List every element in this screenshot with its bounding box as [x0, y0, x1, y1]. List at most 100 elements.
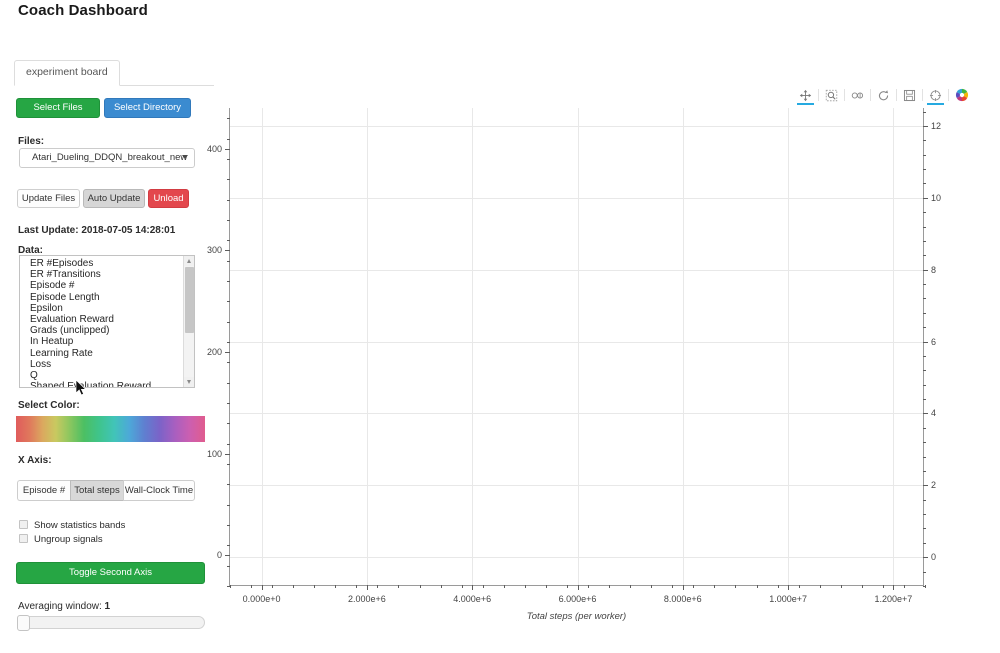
right-y-tick-major: [923, 557, 928, 559]
list-item[interactable]: Episode Length: [30, 291, 100, 303]
hover-icon[interactable]: [926, 85, 945, 105]
list-item[interactable]: Q: [30, 370, 38, 382]
x-tick-minor: [230, 585, 231, 588]
plot-frame[interactable]: Total steps (per worker) 0.000e+0 2.000e+…: [207, 108, 941, 622]
color-picker-gradient[interactable]: [16, 416, 205, 442]
x-axis-option-wall-clock-time[interactable]: Wall-Clock Time: [123, 480, 195, 501]
right-y-tick-major: [923, 269, 928, 271]
right-y-tick-minor: [923, 571, 926, 573]
x-tick-major: [893, 585, 895, 590]
right-y-tick-major: [923, 485, 928, 487]
update-files-button[interactable]: Update Files: [17, 189, 80, 208]
right-y-tick-minor: [923, 327, 926, 329]
pan-icon[interactable]: [796, 85, 815, 105]
ungroup-signals-checkbox[interactable]: [19, 534, 28, 543]
slider-handle[interactable]: [17, 615, 30, 631]
left-y-tick-minor: [227, 463, 230, 465]
x-tick-minor: [798, 585, 800, 588]
unload-button[interactable]: Unload: [148, 189, 189, 208]
files-select-value: Atari_Dueling_DDQN_breakout_new: [32, 152, 188, 163]
save-icon[interactable]: [900, 85, 919, 105]
chevron-down-icon: [182, 155, 188, 159]
left-y-tick-label: 400: [206, 143, 222, 154]
x-tick-minor: [714, 585, 716, 588]
list-item[interactable]: Evaluation Reward: [30, 314, 114, 326]
scroll-down-icon[interactable]: [184, 377, 194, 387]
data-listbox[interactable]: ER #Episodes ER #Transitions Episode # Epis…: [19, 255, 195, 388]
list-item[interactable]: ER #Episodes: [30, 258, 94, 269]
wheel-zoom-icon[interactable]: [848, 85, 867, 105]
reset-icon[interactable]: [874, 85, 893, 105]
right-y-tick-minor: [923, 212, 926, 214]
right-y-tick-minor: [923, 427, 926, 429]
x-axis-option-episode[interactable]: Episode #: [17, 480, 70, 501]
x-tick-label: 0.000e+0: [242, 594, 281, 604]
right-y-tick-label: 0: [931, 552, 937, 563]
select-directory-button[interactable]: Select Directory: [104, 98, 191, 118]
left-y-tick-major: [225, 453, 230, 455]
scrollbar-thumb[interactable]: [185, 267, 194, 333]
x-tick-minor: [903, 585, 905, 588]
right-y-tick-label: 4: [931, 408, 937, 419]
list-item[interactable]: In Heatup: [30, 336, 74, 348]
files-label: Files:: [18, 136, 45, 147]
x-tick-minor: [861, 585, 863, 588]
x-axis-button-group[interactable]: Episode # Total steps Wall-Clock Time: [17, 480, 195, 501]
left-y-tick-label: 0: [216, 550, 222, 561]
x-gridline: [788, 108, 790, 585]
show-statistics-bands-row[interactable]: Show statistics bands: [19, 520, 125, 532]
list-item[interactable]: Learning Rate: [30, 347, 93, 359]
x-tick-minor: [377, 585, 379, 588]
x-tick-minor: [693, 585, 695, 588]
list-item[interactable]: Grads (unclipped): [30, 325, 110, 337]
right-y-tick-label: 2: [931, 480, 937, 491]
x-tick-minor: [609, 585, 611, 588]
files-select[interactable]: Atari_Dueling_DDQN_breakout_new: [19, 148, 195, 168]
tab-experiment-board[interactable]: experiment board: [14, 60, 120, 86]
x-tick-minor: [840, 585, 842, 588]
box-zoom-icon[interactable]: [822, 85, 841, 105]
left-y-tick-major: [225, 555, 230, 557]
x-tick-minor: [735, 585, 737, 588]
list-item[interactable]: Epsilon: [30, 302, 63, 314]
left-y-tick-minor: [227, 240, 230, 242]
left-y-tick-minor: [227, 341, 230, 343]
scroll-up-icon[interactable]: [184, 256, 194, 266]
show-statistics-bands-checkbox[interactable]: [19, 520, 28, 529]
x-gridline: [577, 108, 579, 585]
right-y-tick-minor: [923, 456, 926, 458]
right-y-tick-minor: [923, 284, 926, 286]
plot-toolbar[interactable]: [795, 84, 972, 106]
averaging-window-slider[interactable]: [17, 615, 205, 631]
x-axis-title: Total steps (per worker): [526, 611, 627, 622]
right-y-tick-minor: [923, 240, 926, 242]
x-tick-minor: [461, 585, 463, 588]
x-tick-label: 1.000e+7: [769, 594, 807, 604]
x-axis-option-total-steps[interactable]: Total steps: [70, 480, 123, 501]
list-item[interactable]: ER #Transitions: [30, 269, 101, 281]
x-axis-label: X Axis:: [18, 455, 52, 466]
x-tick-minor: [419, 585, 421, 588]
toggle-second-axis-button[interactable]: Toggle Second Axis: [16, 562, 205, 584]
list-item[interactable]: Loss: [30, 358, 52, 370]
triangle-down-icon: [187, 380, 191, 384]
left-y-tick-major: [225, 352, 230, 354]
ungroup-signals-row[interactable]: Ungroup signals: [19, 534, 103, 546]
data-list-items[interactable]: ER #Episodes ER #Transitions Episode # Epis…: [20, 256, 183, 387]
bokeh-logo-icon[interactable]: [952, 85, 971, 105]
right-y-tick-minor: [923, 370, 926, 372]
left-y-tick-minor: [227, 586, 230, 587]
list-item[interactable]: Episode #: [30, 280, 75, 292]
x-tick-minor: [672, 585, 674, 588]
right-y-tick-label: 12: [931, 120, 942, 131]
x-tick-minor: [398, 585, 400, 588]
select-files-button[interactable]: Select Files: [16, 98, 100, 118]
list-item[interactable]: Shaped Evaluation Reward: [30, 381, 152, 388]
right-y-tick-minor: [923, 399, 926, 401]
data-list-scrollbar[interactable]: [183, 256, 194, 387]
x-tick-minor: [545, 585, 547, 588]
auto-update-button[interactable]: Auto Update: [83, 189, 145, 208]
x-tick-minor: [482, 585, 484, 588]
left-y-tick-label: 300: [206, 245, 222, 256]
